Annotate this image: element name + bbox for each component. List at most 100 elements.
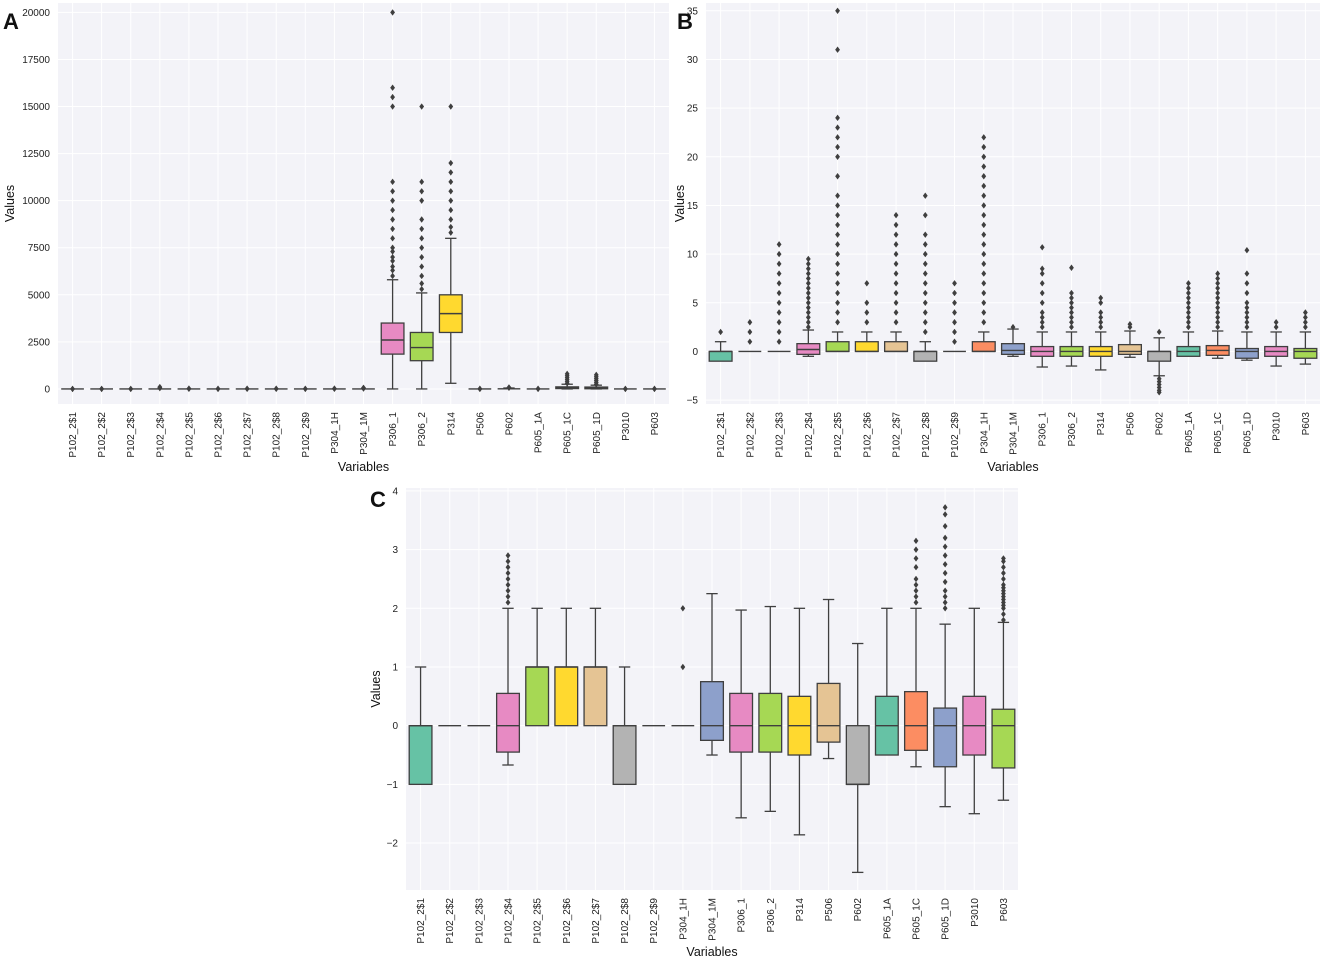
x-tick-label: P304_1M bbox=[359, 412, 370, 455]
box-P102_2$1 bbox=[708, 328, 733, 362]
outlier-point bbox=[835, 319, 840, 326]
x-tick-label: P102_2$7 bbox=[591, 898, 602, 944]
outlier-point bbox=[1098, 294, 1104, 302]
outlier-point bbox=[922, 192, 928, 199]
box-iqr bbox=[1117, 343, 1143, 356]
outlier-point bbox=[244, 385, 250, 392]
outlier-point bbox=[419, 253, 425, 261]
outlier-point bbox=[922, 319, 928, 326]
outlier-point bbox=[1039, 323, 1045, 331]
outlier-point bbox=[922, 260, 928, 268]
outlier-point bbox=[747, 328, 753, 336]
outlier-point bbox=[1069, 319, 1074, 326]
y-tick-label: −5 bbox=[687, 396, 699, 407]
outlier-point bbox=[805, 255, 811, 263]
outlier-point bbox=[1215, 314, 1221, 321]
outlier-point bbox=[1244, 247, 1250, 254]
outlier-point bbox=[1215, 280, 1221, 287]
outlier-point bbox=[1215, 309, 1221, 316]
outlier-point bbox=[390, 9, 395, 16]
outlier-point bbox=[302, 385, 308, 393]
outlier-point bbox=[1069, 264, 1074, 271]
outlier-point bbox=[506, 384, 512, 391]
x-tick-label: P506 bbox=[475, 412, 486, 436]
outlier-point bbox=[419, 272, 425, 280]
outlier-point bbox=[680, 605, 686, 612]
outlier-point bbox=[477, 385, 483, 393]
outlier-point bbox=[1186, 309, 1191, 316]
outlier-point bbox=[981, 319, 987, 326]
x-tick-label: P102_2$8 bbox=[620, 898, 631, 944]
outlier-point bbox=[1039, 280, 1045, 287]
box-iqr bbox=[991, 708, 1016, 769]
outlier-point bbox=[1244, 289, 1250, 297]
outlier-point bbox=[776, 260, 782, 268]
outlier-point bbox=[805, 260, 811, 268]
outlier-point bbox=[1039, 270, 1045, 277]
outlier-point bbox=[952, 328, 957, 336]
outlier-point bbox=[215, 385, 221, 393]
x-tick-label: P602 bbox=[853, 898, 864, 922]
outlier-point bbox=[1156, 389, 1162, 396]
outlier-point bbox=[776, 250, 782, 258]
outlier-point bbox=[390, 235, 395, 242]
outlier-point bbox=[776, 328, 782, 336]
outlier-point bbox=[942, 599, 948, 606]
x-tick-label: P506 bbox=[1125, 412, 1136, 436]
box-P102_2$2 bbox=[90, 385, 113, 393]
x-tick-label: P102_2$4 bbox=[804, 412, 815, 458]
y-tick-label: 7500 bbox=[28, 243, 51, 254]
outlier-point bbox=[1001, 575, 1006, 583]
x-tick-label: P314 bbox=[1096, 412, 1107, 436]
outlier-point bbox=[952, 319, 957, 326]
y-tick-label: 15 bbox=[687, 201, 699, 212]
y-tick-label: 10 bbox=[687, 250, 699, 261]
outlier-point bbox=[70, 385, 75, 393]
outlier-point bbox=[1244, 299, 1250, 306]
box-P603 bbox=[991, 555, 1016, 801]
outlier-point bbox=[390, 197, 395, 204]
y-tick-label: 15000 bbox=[22, 102, 50, 113]
x-tick-label: P102_2$3 bbox=[775, 412, 786, 458]
box-P306_1 bbox=[729, 609, 754, 819]
outlier-point bbox=[419, 244, 425, 251]
outlier-point bbox=[448, 103, 454, 110]
outlier-point bbox=[448, 159, 454, 167]
x-tick-label: P102_2$9 bbox=[649, 898, 660, 944]
box-iqr bbox=[729, 692, 754, 753]
outlier-point bbox=[1069, 299, 1074, 306]
box-iqr bbox=[913, 350, 938, 362]
box-P314 bbox=[438, 103, 463, 384]
outlier-point bbox=[1001, 610, 1006, 618]
outlier-point bbox=[448, 178, 454, 186]
x-tick-label: P102_2$9 bbox=[950, 412, 961, 458]
box-P314 bbox=[787, 607, 812, 836]
outlier-point bbox=[1069, 314, 1074, 321]
x-tick-label: P306_2 bbox=[1067, 412, 1078, 447]
outlier-point bbox=[913, 575, 919, 583]
x-tick-label: P102_2$1 bbox=[68, 412, 79, 458]
outlier-point bbox=[981, 231, 987, 238]
outlier-point bbox=[981, 134, 987, 141]
outlier-point bbox=[747, 319, 753, 326]
outlier-point bbox=[1186, 284, 1191, 292]
box-P102_2$1 bbox=[408, 666, 433, 786]
outlier-point bbox=[419, 188, 425, 195]
box-P102_2$1 bbox=[61, 385, 84, 393]
panel-b: −5 0 5 10 15 20 25 30 35 P102_2$1 P102_2$2 P102_2$3… bbox=[673, 3, 1320, 474]
outlier-point bbox=[893, 319, 899, 326]
outlier-point bbox=[273, 385, 279, 392]
outlier-point bbox=[776, 338, 782, 345]
outlier-point bbox=[922, 231, 928, 238]
box-P605_1D bbox=[584, 371, 609, 390]
outlier-point bbox=[835, 241, 840, 248]
outlier-point bbox=[864, 319, 870, 326]
outlier-point bbox=[893, 289, 899, 297]
box-P3010 bbox=[1264, 319, 1289, 367]
x-tick-label: P605_1A bbox=[1184, 412, 1195, 453]
box-iqr bbox=[1000, 343, 1026, 356]
outlier-point bbox=[564, 370, 570, 378]
outlier-point bbox=[805, 294, 811, 302]
y-tick-label: 20 bbox=[687, 152, 699, 163]
outlier-point bbox=[981, 202, 987, 209]
